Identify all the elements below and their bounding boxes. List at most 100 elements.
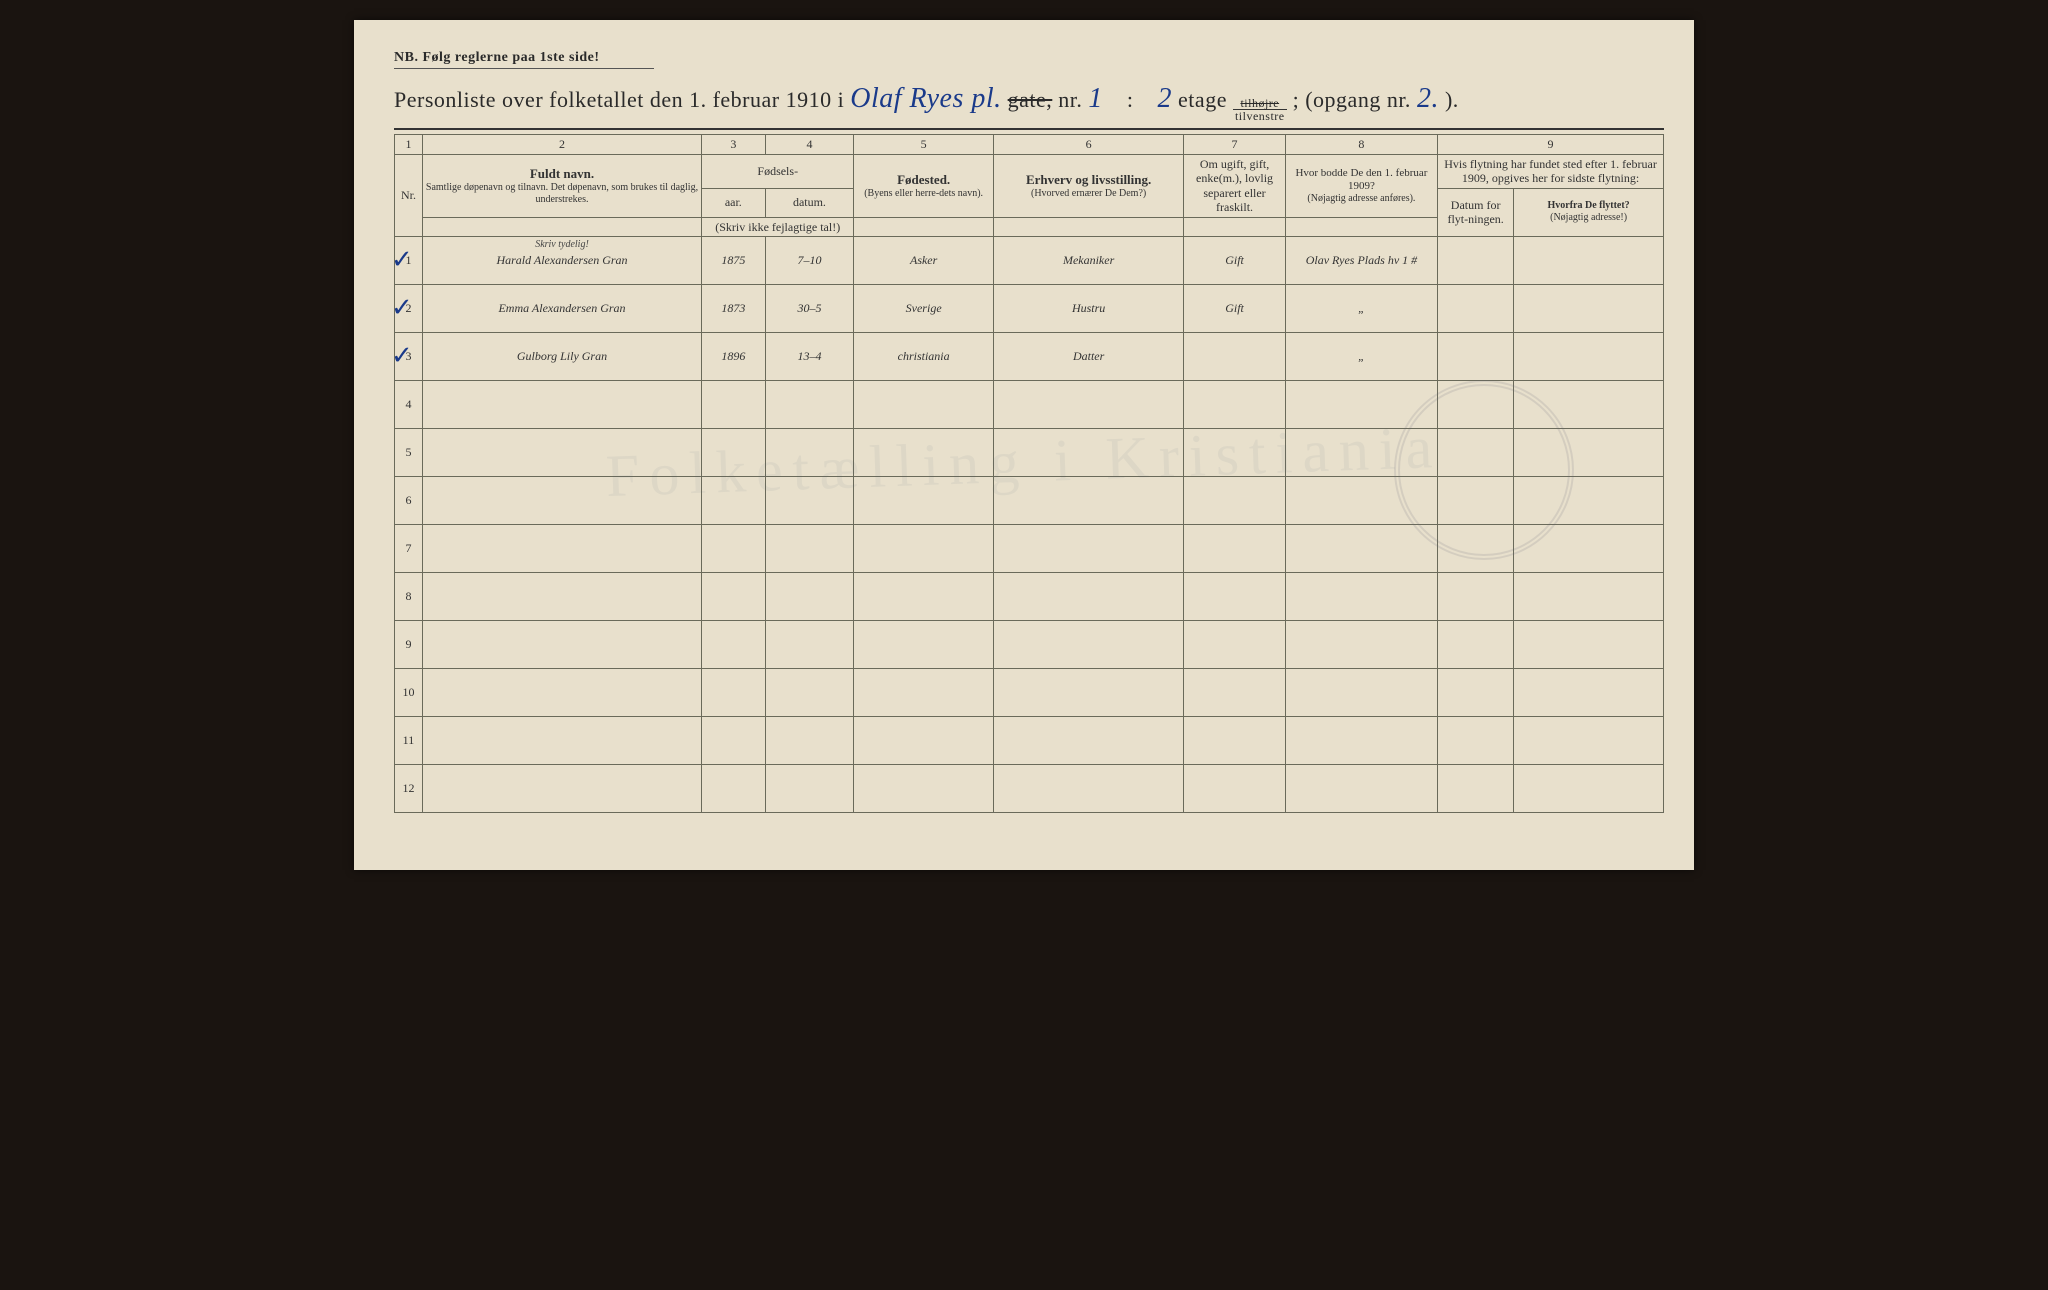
cell-date xyxy=(765,716,854,764)
cell-flyt-date xyxy=(1438,572,1514,620)
row-number: 2✓ xyxy=(395,284,423,332)
cell-flyt-from xyxy=(1514,620,1664,668)
cell-name: Harald Alexandersen GranSkriv tydelig! xyxy=(422,236,701,284)
title-line: Personliste over folketallet den 1. febr… xyxy=(394,83,1664,130)
cell-name xyxy=(422,428,701,476)
cell-date xyxy=(765,668,854,716)
cell-flyt-from xyxy=(1514,572,1664,620)
cell-occupation xyxy=(993,668,1183,716)
row-number: 9 xyxy=(395,620,423,668)
cell-addr1909 xyxy=(1285,764,1437,812)
cell-occupation xyxy=(993,524,1183,572)
cell-occupation: Datter xyxy=(993,332,1183,380)
check-icon: ✓ xyxy=(391,293,413,323)
cell-birthplace xyxy=(854,716,994,764)
cell-year xyxy=(702,380,765,428)
head-row-1: Nr. Fuldt navn. Samtlige døpenavn og til… xyxy=(395,155,1664,189)
cell-date xyxy=(765,428,854,476)
head-addr1909: Hvor bodde De den 1. februar 1909? (Nøja… xyxy=(1285,155,1437,218)
table-row: 1✓Harald Alexandersen GranSkriv tydelig!… xyxy=(395,236,1664,284)
row-number: 3✓ xyxy=(395,332,423,380)
nr-label: nr. xyxy=(1058,87,1082,113)
row-number: 7 xyxy=(395,524,423,572)
cell-birthplace xyxy=(854,668,994,716)
gate-strike: gate, xyxy=(1008,87,1053,113)
head-addr1909-main: Hvor bodde De den 1. februar 1909? xyxy=(1289,167,1434,193)
cell-addr1909 xyxy=(1285,620,1437,668)
cell-occupation: Mekaniker xyxy=(993,236,1183,284)
head-flyt-from: Hvorfra De flyttet? (Nøjagtig adresse!) xyxy=(1514,188,1664,236)
cell-birthplace xyxy=(854,620,994,668)
cell-year xyxy=(702,476,765,524)
cell-flyt-date xyxy=(1438,620,1514,668)
cell-occupation xyxy=(993,428,1183,476)
cell-addr1909: „ xyxy=(1285,284,1437,332)
table-row: 5 xyxy=(395,428,1664,476)
cell-flyt-from xyxy=(1514,716,1664,764)
table-row: 8 xyxy=(395,572,1664,620)
table-body: 1✓Harald Alexandersen GranSkriv tydelig!… xyxy=(395,236,1664,812)
cell-status xyxy=(1184,620,1286,668)
colnum-row: 1 2 3 4 5 6 7 8 9 xyxy=(395,135,1664,155)
cell-flyt-from xyxy=(1514,332,1664,380)
row-number: 11 xyxy=(395,716,423,764)
cell-occupation: Hustru xyxy=(993,284,1183,332)
cell-birthplace: christiania xyxy=(854,332,994,380)
cell-flyt-date xyxy=(1438,236,1514,284)
cell-date xyxy=(765,620,854,668)
cell-addr1909 xyxy=(1285,668,1437,716)
cell-addr1909 xyxy=(1285,524,1437,572)
colnum-4: 4 xyxy=(765,135,854,155)
cell-flyt-date xyxy=(1438,764,1514,812)
head-nr-text: Nr. xyxy=(401,188,416,202)
cell-date xyxy=(765,524,854,572)
table-row: 7 xyxy=(395,524,1664,572)
title-prefix: Personliste over folketallet den 1. febr… xyxy=(394,87,844,113)
cell-birthplace: Sverige xyxy=(854,284,994,332)
row-number: 4 xyxy=(395,380,423,428)
cell-year xyxy=(702,620,765,668)
cell-name xyxy=(422,764,701,812)
cell-flyt-date xyxy=(1438,284,1514,332)
head-erhverv-sub: (Hvorved ernærer De Dem?) xyxy=(997,188,1180,200)
head-erhverv-blank xyxy=(993,217,1183,236)
check-icon: ✓ xyxy=(391,245,413,275)
head-name-blank xyxy=(422,217,701,236)
row-number: 10 xyxy=(395,668,423,716)
cell-year: 1896 xyxy=(702,332,765,380)
cell-status xyxy=(1184,524,1286,572)
table-row: 4 xyxy=(395,380,1664,428)
cell-date: 30–5 xyxy=(765,284,854,332)
cell-flyt-from xyxy=(1514,428,1664,476)
table-row: 12 xyxy=(395,764,1664,812)
cell-status xyxy=(1184,668,1286,716)
colnum-5: 5 xyxy=(854,135,994,155)
cell-addr1909 xyxy=(1285,572,1437,620)
cell-addr1909 xyxy=(1285,476,1437,524)
opgang-close: ). xyxy=(1445,87,1459,113)
row-number: 6 xyxy=(395,476,423,524)
cell-occupation xyxy=(993,716,1183,764)
head-erhverv: Erhverv og livsstilling. (Hvorved ernære… xyxy=(993,155,1183,218)
cell-year xyxy=(702,716,765,764)
cell-status xyxy=(1184,476,1286,524)
table-row: 11 xyxy=(395,716,1664,764)
table-row: 10 xyxy=(395,668,1664,716)
table-row: 2✓Emma Alexandersen Gran187330–5SverigeH… xyxy=(395,284,1664,332)
cell-status xyxy=(1184,428,1286,476)
colnum-1: 1 xyxy=(395,135,423,155)
cell-flyt-from xyxy=(1514,668,1664,716)
cell-year xyxy=(702,668,765,716)
cell-flyt-from xyxy=(1514,236,1664,284)
nb-underline xyxy=(394,68,654,69)
check-icon: ✓ xyxy=(391,341,413,371)
head-flyt-top: Hvis flytning har fundet sted efter 1. f… xyxy=(1438,155,1664,189)
row-number: 5 xyxy=(395,428,423,476)
cell-flyt-from xyxy=(1514,764,1664,812)
cell-addr1909 xyxy=(1285,716,1437,764)
cell-name: Gulborg Lily Gran xyxy=(422,332,701,380)
cell-birthplace: Asker xyxy=(854,236,994,284)
cell-flyt-from xyxy=(1514,476,1664,524)
cell-addr1909: „ xyxy=(1285,332,1437,380)
cell-year xyxy=(702,572,765,620)
